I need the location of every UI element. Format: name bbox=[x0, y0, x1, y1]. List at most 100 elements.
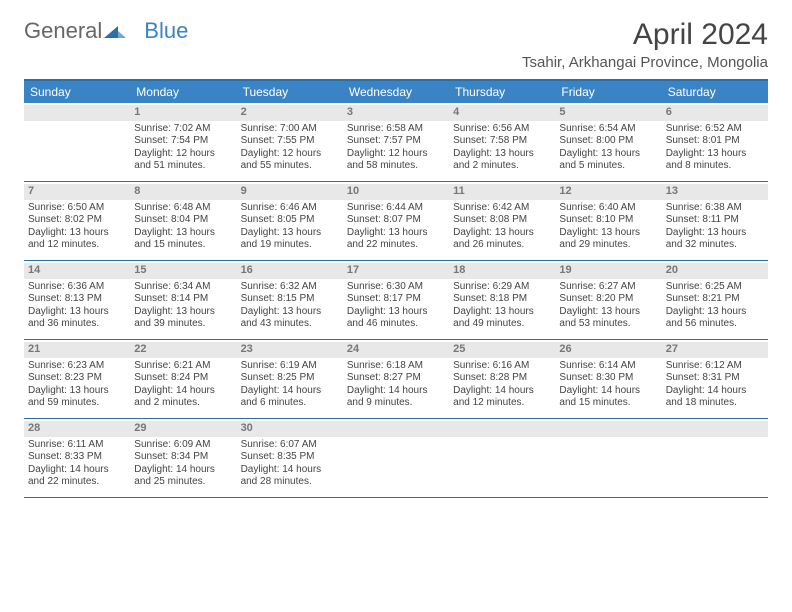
sunrise-text: Sunrise: 6:23 AM bbox=[28, 360, 126, 373]
day-number: 28 bbox=[24, 421, 130, 437]
sunrise-text: Sunrise: 6:14 AM bbox=[559, 360, 657, 373]
day-number: . bbox=[662, 421, 768, 437]
daylight-text: Daylight: 14 hours and 18 minutes. bbox=[666, 385, 764, 410]
day-number: . bbox=[343, 421, 449, 437]
sunrise-text: Sunrise: 6:11 AM bbox=[28, 439, 126, 452]
logo-blue: Blue bbox=[144, 18, 188, 44]
sunset-text: Sunset: 8:07 PM bbox=[347, 214, 445, 227]
sunset-text: Sunset: 8:10 PM bbox=[559, 214, 657, 227]
day-number: 27 bbox=[662, 342, 768, 358]
day-number: 13 bbox=[662, 184, 768, 200]
logo-general: General bbox=[24, 18, 102, 44]
day-number: 8 bbox=[130, 184, 236, 200]
day-number: 23 bbox=[237, 342, 343, 358]
day-cell: . bbox=[662, 419, 768, 497]
weekday-sun: Sunday bbox=[24, 81, 130, 103]
sunset-text: Sunset: 8:34 PM bbox=[134, 451, 232, 464]
sunset-text: Sunset: 7:54 PM bbox=[134, 135, 232, 148]
day-cell: 21Sunrise: 6:23 AMSunset: 8:23 PMDayligh… bbox=[24, 340, 130, 418]
sunrise-text: Sunrise: 6:27 AM bbox=[559, 281, 657, 294]
sunset-text: Sunset: 8:24 PM bbox=[134, 372, 232, 385]
day-number: 4 bbox=[449, 105, 555, 121]
day-cell: . bbox=[555, 419, 661, 497]
day-number: 21 bbox=[24, 342, 130, 358]
day-number: 6 bbox=[662, 105, 768, 121]
sunrise-text: Sunrise: 6:42 AM bbox=[453, 202, 551, 215]
sunrise-text: Sunrise: 6:32 AM bbox=[241, 281, 339, 294]
day-cell: 12Sunrise: 6:40 AMSunset: 8:10 PMDayligh… bbox=[555, 182, 661, 260]
sunset-text: Sunset: 8:31 PM bbox=[666, 372, 764, 385]
day-cell: 3 Sunrise: 6:58 AMSunset: 7:57 PMDaylight… bbox=[343, 103, 449, 181]
day-number: 29 bbox=[130, 421, 236, 437]
daylight-text: Daylight: 13 hours and 12 minutes. bbox=[28, 227, 126, 252]
daylight-text: Daylight: 13 hours and 29 minutes. bbox=[559, 227, 657, 252]
sunset-text: Sunset: 7:58 PM bbox=[453, 135, 551, 148]
sunrise-text: Sunrise: 6:56 AM bbox=[453, 123, 551, 136]
daylight-text: Daylight: 12 hours and 58 minutes. bbox=[347, 148, 445, 173]
sunset-text: Sunset: 7:55 PM bbox=[241, 135, 339, 148]
sunset-text: Sunset: 8:15 PM bbox=[241, 293, 339, 306]
day-number: 19 bbox=[555, 263, 661, 279]
sunset-text: Sunset: 8:35 PM bbox=[241, 451, 339, 464]
day-cell: 5Sunrise: 6:54 AMSunset: 8:00 PMDaylight… bbox=[555, 103, 661, 181]
sunrise-text: Sunrise: 6:25 AM bbox=[666, 281, 764, 294]
sunrise-text: Sunrise: 6:54 AM bbox=[559, 123, 657, 136]
sunset-text: Sunset: 8:25 PM bbox=[241, 372, 339, 385]
sunset-text: Sunset: 8:14 PM bbox=[134, 293, 232, 306]
daylight-text: Daylight: 14 hours and 15 minutes. bbox=[559, 385, 657, 410]
sunrise-text: Sunrise: 6:16 AM bbox=[453, 360, 551, 373]
sunset-text: Sunset: 8:28 PM bbox=[453, 372, 551, 385]
week-row: 7Sunrise: 6:50 AMSunset: 8:02 PMDaylight… bbox=[24, 182, 768, 261]
day-cell: 26Sunrise: 6:14 AMSunset: 8:30 PMDayligh… bbox=[555, 340, 661, 418]
day-number: 2 bbox=[237, 105, 343, 121]
day-cell: 20Sunrise: 6:25 AMSunset: 8:21 PMDayligh… bbox=[662, 261, 768, 339]
week-row: 14Sunrise: 6:36 AMSunset: 8:13 PMDayligh… bbox=[24, 261, 768, 340]
day-cell: 15Sunrise: 6:34 AMSunset: 8:14 PMDayligh… bbox=[130, 261, 236, 339]
sunrise-text: Sunrise: 6:48 AM bbox=[134, 202, 232, 215]
day-cell: 27Sunrise: 6:12 AMSunset: 8:31 PMDayligh… bbox=[662, 340, 768, 418]
day-cell: 28Sunrise: 6:11 AMSunset: 8:33 PMDayligh… bbox=[24, 419, 130, 497]
daylight-text: Daylight: 14 hours and 22 minutes. bbox=[28, 464, 126, 489]
weekday-sat: Saturday bbox=[662, 81, 768, 103]
day-number: 5 bbox=[555, 105, 661, 121]
sunrise-text: Sunrise: 6:58 AM bbox=[347, 123, 445, 136]
day-number: . bbox=[24, 105, 130, 121]
week-row: 21Sunrise: 6:23 AMSunset: 8:23 PMDayligh… bbox=[24, 340, 768, 419]
day-cell: 25Sunrise: 6:16 AMSunset: 8:28 PMDayligh… bbox=[449, 340, 555, 418]
day-number: 10 bbox=[343, 184, 449, 200]
sunrise-text: Sunrise: 6:44 AM bbox=[347, 202, 445, 215]
daylight-text: Daylight: 13 hours and 26 minutes. bbox=[453, 227, 551, 252]
sunset-text: Sunset: 7:57 PM bbox=[347, 135, 445, 148]
day-number: . bbox=[555, 421, 661, 437]
day-cell: 8Sunrise: 6:48 AMSunset: 8:04 PMDaylight… bbox=[130, 182, 236, 260]
daylight-text: Daylight: 13 hours and 15 minutes. bbox=[134, 227, 232, 252]
daylight-text: Daylight: 13 hours and 39 minutes. bbox=[134, 306, 232, 331]
daylight-text: Daylight: 13 hours and 59 minutes. bbox=[28, 385, 126, 410]
day-number: 3 bbox=[343, 105, 449, 121]
sunset-text: Sunset: 8:21 PM bbox=[666, 293, 764, 306]
sunrise-text: Sunrise: 6:40 AM bbox=[559, 202, 657, 215]
sunrise-text: Sunrise: 6:38 AM bbox=[666, 202, 764, 215]
daylight-text: Daylight: 14 hours and 25 minutes. bbox=[134, 464, 232, 489]
day-number: 15 bbox=[130, 263, 236, 279]
day-cell: 19Sunrise: 6:27 AMSunset: 8:20 PMDayligh… bbox=[555, 261, 661, 339]
weekday-mon: Monday bbox=[130, 81, 236, 103]
daylight-text: Daylight: 12 hours and 51 minutes. bbox=[134, 148, 232, 173]
daylight-text: Daylight: 13 hours and 53 minutes. bbox=[559, 306, 657, 331]
sunrise-text: Sunrise: 6:07 AM bbox=[241, 439, 339, 452]
logo: General Blue bbox=[24, 18, 188, 48]
sunset-text: Sunset: 8:30 PM bbox=[559, 372, 657, 385]
daylight-text: Daylight: 13 hours and 43 minutes. bbox=[241, 306, 339, 331]
daylight-text: Daylight: 13 hours and 56 minutes. bbox=[666, 306, 764, 331]
day-cell: 7Sunrise: 6:50 AMSunset: 8:02 PMDaylight… bbox=[24, 182, 130, 260]
calendar: Sunday Monday Tuesday Wednesday Thursday… bbox=[24, 79, 768, 498]
day-cell: 30Sunrise: 6:07 AMSunset: 8:35 PMDayligh… bbox=[237, 419, 343, 497]
sunrise-text: Sunrise: 6:21 AM bbox=[134, 360, 232, 373]
day-number: . bbox=[449, 421, 555, 437]
day-cell: 4Sunrise: 6:56 AMSunset: 7:58 PMDaylight… bbox=[449, 103, 555, 181]
day-cell: . bbox=[343, 419, 449, 497]
logo-triangle-icon bbox=[104, 18, 126, 44]
sunset-text: Sunset: 8:17 PM bbox=[347, 293, 445, 306]
day-cell: 22Sunrise: 6:21 AMSunset: 8:24 PMDayligh… bbox=[130, 340, 236, 418]
daylight-text: Daylight: 13 hours and 8 minutes. bbox=[666, 148, 764, 173]
